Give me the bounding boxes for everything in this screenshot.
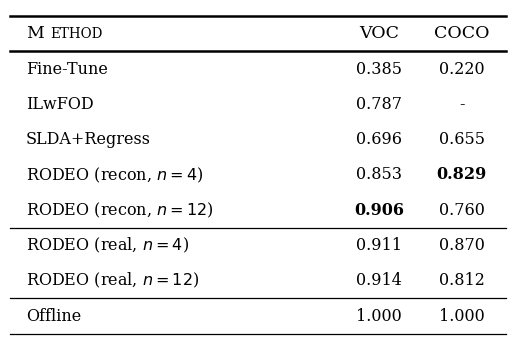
Text: COCO: COCO xyxy=(434,25,490,42)
Text: RODEO (recon, $n = 4$): RODEO (recon, $n = 4$) xyxy=(26,165,203,185)
Text: RODEO (recon, $n = 12$): RODEO (recon, $n = 12$) xyxy=(26,201,213,220)
Text: 0.853: 0.853 xyxy=(356,166,402,184)
Text: 0.911: 0.911 xyxy=(356,237,402,254)
Text: 0.696: 0.696 xyxy=(356,131,402,148)
Text: 0.655: 0.655 xyxy=(439,131,485,148)
Text: Offline: Offline xyxy=(26,307,81,325)
Text: ILwFOD: ILwFOD xyxy=(26,96,93,113)
Text: M: M xyxy=(26,25,44,42)
Text: 0.870: 0.870 xyxy=(439,237,485,254)
Text: Fine-Tune: Fine-Tune xyxy=(26,60,108,78)
Text: 1.000: 1.000 xyxy=(357,307,402,325)
Text: SLDA+Regress: SLDA+Regress xyxy=(26,131,151,148)
Text: 0.906: 0.906 xyxy=(354,202,404,219)
Text: RODEO (real, $n = 12$): RODEO (real, $n = 12$) xyxy=(26,271,199,291)
Text: 0.787: 0.787 xyxy=(356,96,402,113)
Text: ETHOD: ETHOD xyxy=(51,27,103,41)
Text: -: - xyxy=(459,96,464,113)
Text: VOC: VOC xyxy=(359,25,399,42)
Text: 0.385: 0.385 xyxy=(356,60,402,78)
Text: 1.000: 1.000 xyxy=(439,307,485,325)
Text: RODEO (real, $n = 4$): RODEO (real, $n = 4$) xyxy=(26,236,189,255)
Text: 0.829: 0.829 xyxy=(437,166,487,184)
Text: 0.812: 0.812 xyxy=(439,272,485,289)
Text: 0.914: 0.914 xyxy=(357,272,402,289)
Text: 0.220: 0.220 xyxy=(439,60,485,78)
Text: 0.760: 0.760 xyxy=(439,202,485,219)
